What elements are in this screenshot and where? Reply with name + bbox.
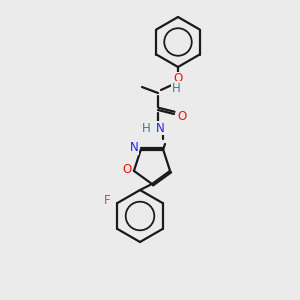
Text: N: N <box>156 122 164 134</box>
Text: O: O <box>173 73 183 85</box>
Text: H: H <box>172 82 180 94</box>
Text: H: H <box>142 122 150 134</box>
Text: O: O <box>122 164 132 176</box>
Text: O: O <box>177 110 187 122</box>
Text: F: F <box>104 194 111 208</box>
Text: N: N <box>130 141 138 154</box>
